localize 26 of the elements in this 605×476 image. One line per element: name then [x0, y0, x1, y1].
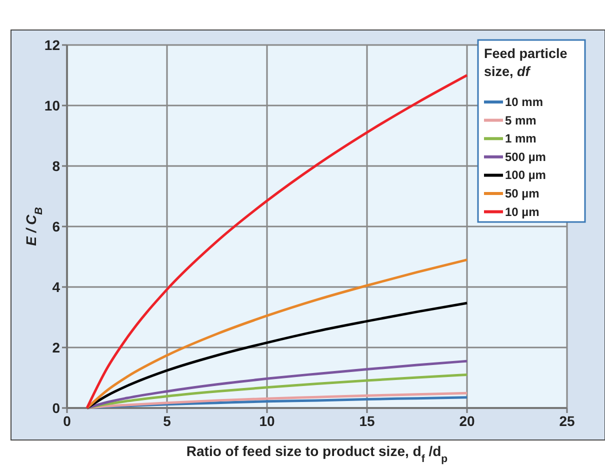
x-tick-label: 10: [259, 413, 275, 429]
y-tick-label: 12: [44, 37, 60, 53]
legend-label: 10 µm: [505, 204, 540, 219]
x-tick-label: 5: [163, 413, 172, 429]
line-series: [86, 74, 468, 410]
legend-label: 1 mm: [505, 132, 536, 146]
legend-title: Feed particle size, df: [484, 46, 568, 79]
y-tick-label: 8: [52, 158, 60, 174]
legend-label: 5 mm: [505, 113, 536, 128]
x-axis-title: Ratio of feed size to product size, d$_{f}$ /d$_{p}$: [186, 443, 448, 465]
legend-label: 50 µm: [505, 186, 540, 200]
y-tick-label: 0: [52, 400, 60, 416]
legend-label: 500 µm: [505, 150, 546, 164]
x-tick-label: 0: [63, 413, 72, 429]
legend-label: 10 mm: [505, 95, 544, 109]
x-tick-label: 25: [559, 413, 575, 429]
line-series: [86, 302, 468, 410]
y-tick-label: 2: [52, 340, 60, 356]
x-tick-label: 15: [359, 413, 375, 429]
legend-label: 100 µm: [505, 168, 546, 182]
line-series: [86, 360, 468, 410]
line-series: [86, 258, 468, 410]
x-tick-label: 20: [459, 413, 475, 429]
y-tick-label: 10: [44, 98, 60, 114]
y-tick-label: 4: [52, 279, 60, 295]
y-tick-label: 6: [52, 218, 60, 234]
